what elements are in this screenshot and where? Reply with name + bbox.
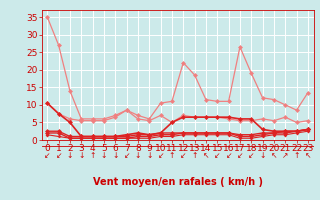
Text: ↓: ↓ — [101, 152, 107, 160]
Text: ↓: ↓ — [67, 152, 73, 160]
Text: ↑: ↑ — [89, 152, 96, 160]
Text: ↑: ↑ — [169, 152, 175, 160]
Text: ↙: ↙ — [237, 152, 243, 160]
Text: ↓: ↓ — [260, 152, 266, 160]
Text: ↖: ↖ — [203, 152, 209, 160]
Text: ↓: ↓ — [146, 152, 152, 160]
Text: ↑: ↑ — [293, 152, 300, 160]
Text: ↙: ↙ — [124, 152, 130, 160]
Text: ↙: ↙ — [157, 152, 164, 160]
Text: ↗: ↗ — [282, 152, 288, 160]
Text: ↙: ↙ — [180, 152, 187, 160]
Text: ↙: ↙ — [55, 152, 62, 160]
Text: ↓: ↓ — [112, 152, 118, 160]
Text: ↖: ↖ — [271, 152, 277, 160]
Text: ↙: ↙ — [225, 152, 232, 160]
Text: ↓: ↓ — [78, 152, 84, 160]
Text: ↙: ↙ — [44, 152, 51, 160]
Text: ↙: ↙ — [248, 152, 254, 160]
Text: Vent moyen/en rafales ( km/h ): Vent moyen/en rafales ( km/h ) — [92, 177, 263, 187]
Text: ↖: ↖ — [305, 152, 311, 160]
Text: ↓: ↓ — [135, 152, 141, 160]
Text: ↙: ↙ — [214, 152, 220, 160]
Text: ↑: ↑ — [191, 152, 198, 160]
